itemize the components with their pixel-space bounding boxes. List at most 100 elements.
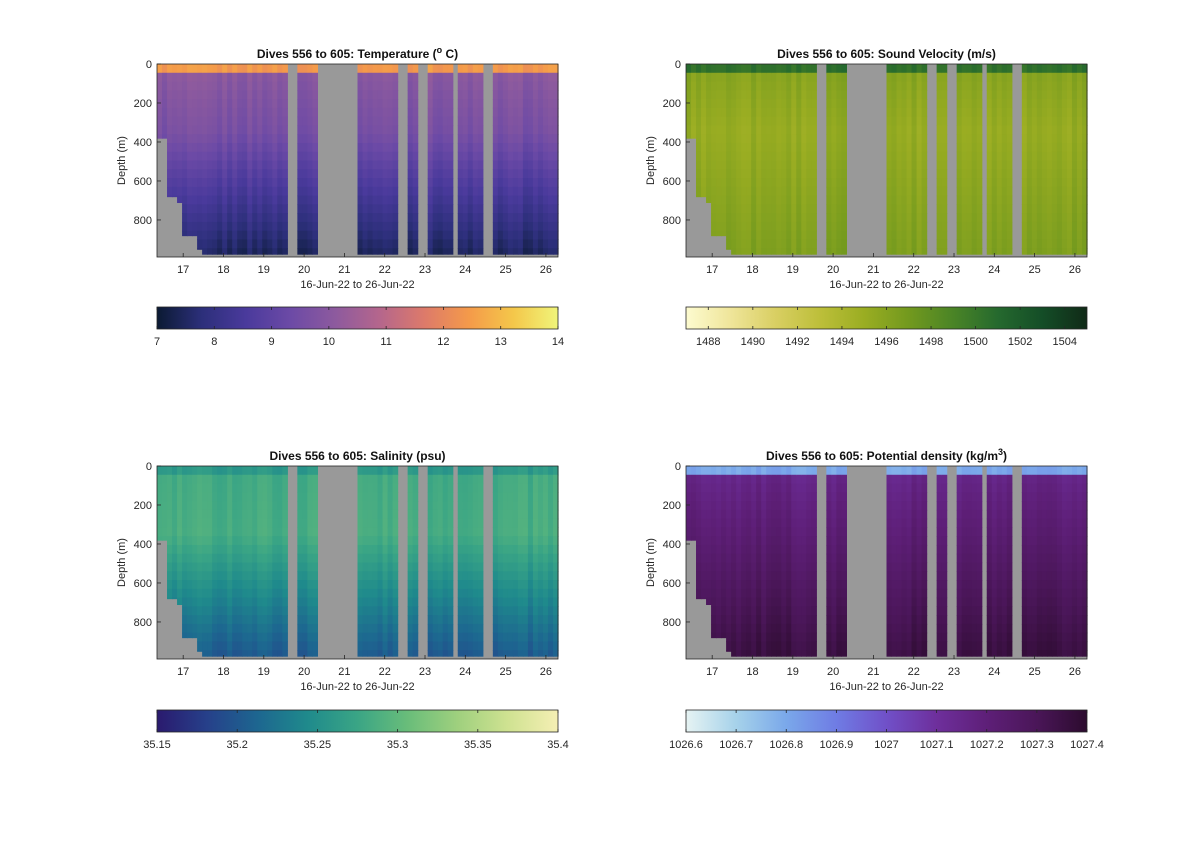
heatmap-cell [1076,99,1083,109]
heatmap-cell [841,562,847,572]
heatmap-cell [307,99,313,109]
heatmap-cell [806,178,812,188]
heatmap-cell [971,195,978,205]
heatmap-cell [427,151,434,162]
heatmap-cell [711,195,717,205]
heatmap-cell [1031,151,1038,162]
heatmap-cell [796,160,802,170]
heatmap-cell [1031,90,1038,100]
heatmap-cell [711,230,717,237]
heatmap-cell [537,204,544,214]
heatmap-cell [462,580,469,590]
heatmap-cell [786,90,792,100]
heatmap-cell [252,107,258,118]
heatmap-cell [362,239,369,249]
heatmap-cell [791,501,797,511]
heatmap-cell [192,81,198,91]
heatmap-cell [547,501,554,511]
heatmap-cell [167,544,173,555]
heatmap-cell [167,64,173,74]
heatmap-cell [262,536,268,546]
heatmap-cell [956,239,963,249]
heatmap-cell [197,615,203,625]
heatmap-cell [736,213,742,223]
heatmap-cell [537,606,544,616]
heatmap-cell [691,483,697,493]
heatmap-cell [901,544,908,555]
heatmap-cell [437,239,444,249]
heatmap-cell [272,134,278,144]
heatmap-cell [841,125,847,135]
heatmap-cell [961,125,968,135]
heatmap-cell [432,483,439,493]
heatmap-cell [811,615,817,625]
heatmap-cell [512,107,519,118]
heatmap-cell [806,195,812,205]
heatmap-cell [726,169,732,179]
heatmap-cell [252,501,258,511]
heatmap-cell [791,160,797,170]
heatmap-cell [826,204,832,214]
heatmap-cell [901,562,908,572]
heatmap-cell [477,213,484,223]
heatmap-cell [786,509,792,520]
heatmap-cell [387,90,394,100]
heatmap-cell [297,99,303,109]
heatmap-cell [467,221,474,232]
heatmap-cell [726,641,732,651]
heatmap-cell [232,64,238,74]
heatmap-cell [921,483,928,493]
heatmap-cell [157,134,163,139]
heatmap-cell [831,125,837,135]
heatmap-cell [552,474,559,485]
heatmap-cell [442,169,449,179]
heatmap-cell [172,553,178,564]
heatmap-cell [811,544,817,555]
heatmap-cell [477,160,484,170]
heatmap-cell [886,99,893,109]
heatmap-cell [961,169,968,179]
heatmap-cell [207,466,213,476]
heatmap-cell [552,81,559,91]
heatmap-cell [911,230,918,241]
heatmap-cell [811,195,817,205]
heatmap-cell [956,160,963,170]
heatmap-cell [297,509,303,520]
heatmap-cell [891,213,898,223]
heatmap-cell [1021,230,1028,241]
heatmap-cell [831,160,837,170]
heatmap-cell [791,509,797,520]
heatmap-cell [532,580,539,590]
heatmap-cell [966,186,973,197]
heatmap-cell [372,623,379,634]
heatmap-cell [222,536,228,546]
heatmap-cell [552,527,559,537]
heatmap-cell [706,142,712,153]
heatmap-cell [497,562,504,572]
heatmap-cell [277,536,283,546]
heatmap-cell [826,64,832,74]
heatmap-cell [282,483,288,493]
heatmap-cell [552,151,559,162]
heatmap-cell [1061,178,1068,188]
heatmap-cell [237,597,243,607]
heatmap-cell [232,571,238,581]
heatmap-cell [1006,72,1013,83]
heatmap-cell [547,248,554,255]
heatmap-cell [272,650,278,657]
heatmap-cell [367,213,374,223]
heatmap-cell [896,204,903,214]
heatmap-cell [522,99,529,109]
heatmap-cell [896,221,903,232]
heatmap-cell [1026,72,1033,83]
heatmap-cell [167,99,173,109]
heatmap-cell [477,606,484,616]
heatmap-cell [282,195,288,205]
heatmap-cell [227,483,233,493]
heatmap-cell [836,81,842,91]
heatmap-cell [507,501,514,511]
heatmap-cell [182,623,188,634]
heatmap-cell [801,501,807,511]
heatmap-cell [272,474,278,485]
heatmap-cell [976,81,983,91]
